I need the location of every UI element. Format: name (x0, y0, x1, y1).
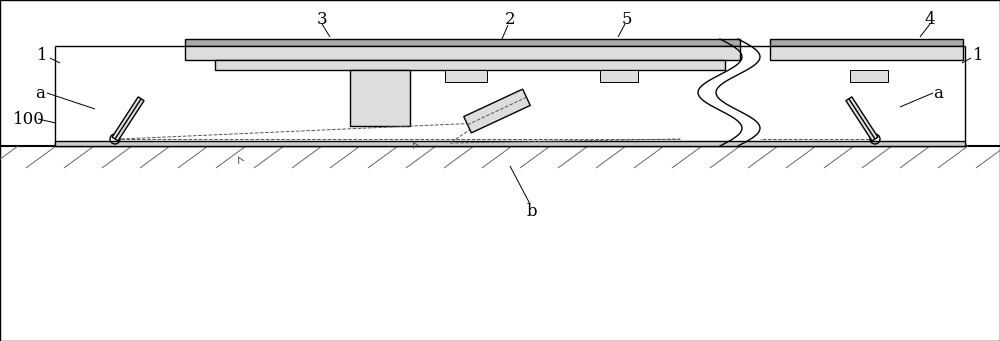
Text: b: b (527, 203, 537, 220)
Bar (445, 70, 487, 82)
Bar (770, 39, 963, 46)
Text: 1: 1 (973, 46, 983, 63)
Text: 100: 100 (13, 110, 45, 128)
Text: 4: 4 (925, 12, 935, 29)
Text: 5: 5 (622, 12, 632, 29)
Text: a: a (933, 85, 943, 102)
Bar (770, 46, 963, 60)
Bar (600, 70, 638, 82)
Text: 1: 1 (37, 46, 47, 63)
Text: 3: 3 (317, 12, 327, 29)
Bar (215, 60, 725, 70)
Polygon shape (464, 89, 530, 133)
Bar (185, 46, 740, 60)
Bar (185, 39, 740, 46)
Bar (55, 141, 965, 146)
Polygon shape (112, 97, 144, 141)
Text: 2: 2 (505, 12, 515, 29)
Text: a: a (35, 85, 45, 102)
Bar (350, 70, 410, 126)
Bar (850, 70, 888, 82)
Polygon shape (846, 97, 878, 141)
